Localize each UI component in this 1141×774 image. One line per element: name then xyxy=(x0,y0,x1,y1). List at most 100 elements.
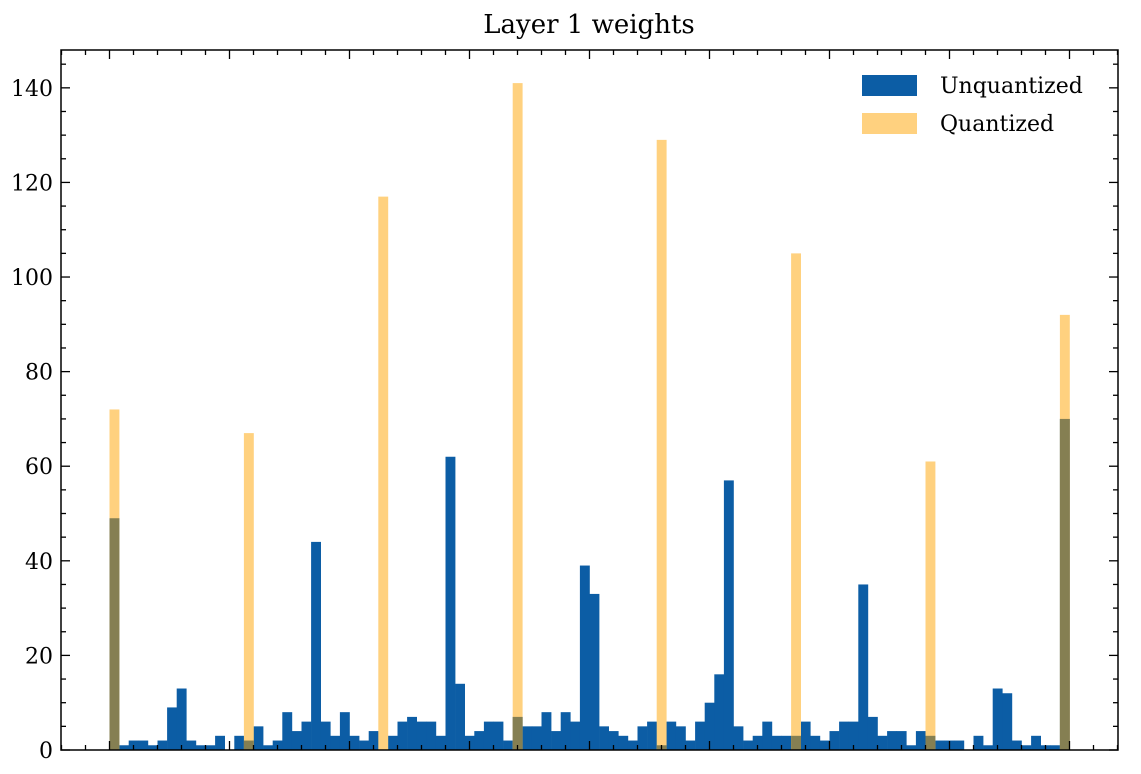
unquantized-bar xyxy=(368,731,379,750)
overlap-bar xyxy=(109,518,120,750)
unquantized-bar xyxy=(579,565,590,750)
legend-swatch-unquantized xyxy=(862,75,917,96)
unquantized-bar xyxy=(435,735,446,750)
unquantized-bar xyxy=(167,707,177,750)
unquantized-bar xyxy=(848,721,859,750)
unquantized-bar xyxy=(359,740,369,750)
unquantized-bar xyxy=(339,712,350,750)
unquantized-bar xyxy=(810,735,821,750)
overlap-bar xyxy=(512,716,523,750)
unquantized-bar xyxy=(119,745,129,750)
y-tick-labels: 0 20 40 60 80 100 120 140 xyxy=(11,77,53,764)
unquantized-bar xyxy=(896,731,907,750)
unquantized-bar xyxy=(1002,693,1013,750)
unquantized-bar xyxy=(608,731,619,750)
unquantized-bar xyxy=(407,716,417,750)
unquantized-bar xyxy=(416,721,427,750)
quantized-bar xyxy=(656,139,667,750)
axes-frame xyxy=(60,49,1119,751)
chart-title: Layer 1 weights xyxy=(483,10,694,40)
unquantized-bar xyxy=(695,721,705,750)
unquantized-bar xyxy=(253,726,264,750)
quantized-bar xyxy=(925,461,936,750)
unquantized-bar xyxy=(320,721,331,750)
unquantized-bar xyxy=(263,745,273,750)
y-tick-label: 140 xyxy=(11,77,53,102)
unquantized-bar xyxy=(935,740,945,750)
unquantized-bar xyxy=(743,740,753,750)
unquantized-bar xyxy=(599,726,609,750)
unquantized-bar xyxy=(541,712,552,750)
unquantized-bar xyxy=(311,541,321,750)
unquantized-bar xyxy=(781,735,792,750)
unquantized-bar xyxy=(195,745,206,750)
unquantized-bar xyxy=(330,735,341,750)
legend: Unquantized Quantized xyxy=(862,74,1083,137)
unquantized-bar xyxy=(1011,740,1022,750)
legend-label-unquantized: Unquantized xyxy=(940,74,1083,99)
unquantized-bar xyxy=(685,740,696,750)
unquantized-bar xyxy=(973,735,984,750)
y-tick-label: 100 xyxy=(11,266,53,291)
unquantized-bar xyxy=(723,480,734,750)
unquantized-bar xyxy=(618,735,629,750)
y-tick-label: 120 xyxy=(11,171,53,196)
unquantized-bar xyxy=(234,735,245,750)
y-tick-label: 0 xyxy=(39,739,53,764)
unquantized-bar xyxy=(637,726,648,750)
unquantized-bar xyxy=(829,731,840,750)
unquantized-bar xyxy=(522,726,533,750)
legend-swatch-quantized xyxy=(862,113,917,134)
unquantized-bar xyxy=(733,726,744,750)
unquantized-bar xyxy=(147,745,158,750)
overlap-bar xyxy=(925,735,936,750)
overlap-bar xyxy=(243,740,254,750)
unquantized-bar xyxy=(138,740,149,750)
unquantized-bar xyxy=(455,683,465,750)
quantized-bar xyxy=(512,83,523,751)
unquantized-bar xyxy=(877,735,888,750)
y-tick-label: 60 xyxy=(25,455,53,480)
unquantized-bar xyxy=(858,584,869,750)
unquantized-bar xyxy=(570,721,581,750)
unquantized-bar xyxy=(704,702,715,750)
unquantized-bar xyxy=(906,745,917,750)
unquantized-bar xyxy=(983,745,993,750)
unquantized-bar xyxy=(1031,735,1041,750)
unquantized-bar xyxy=(426,721,437,750)
unquantized-bar xyxy=(560,712,571,750)
unquantized-bar xyxy=(915,731,926,750)
unquantized-bar xyxy=(503,740,513,750)
unquantized-bar xyxy=(215,735,225,750)
y-tick-label: 40 xyxy=(25,550,53,575)
unquantized-bar xyxy=(627,740,638,750)
unquantized-bar xyxy=(397,721,408,750)
unquantized-bar xyxy=(493,721,504,750)
unquantized-bar xyxy=(205,745,216,750)
unquantized-bar xyxy=(1050,745,1061,750)
unquantized-bar xyxy=(714,674,725,750)
unquantized-bar xyxy=(445,456,456,750)
unquantized-bar xyxy=(752,735,763,750)
unquantized-bar xyxy=(157,740,168,750)
unquantized-bar xyxy=(647,721,657,750)
unquantized-bar xyxy=(800,721,811,750)
unquantized-bar xyxy=(992,688,1003,750)
unquantized-bar xyxy=(531,726,542,750)
unquantized-bar xyxy=(675,726,686,750)
unquantized-bar xyxy=(349,735,360,750)
overlap-bar xyxy=(1059,418,1070,750)
quantized-bar xyxy=(243,433,254,750)
unquantized-bar xyxy=(186,740,197,750)
unquantized-bar xyxy=(762,721,773,750)
unquantized-bar xyxy=(301,721,312,750)
unquantized-bar xyxy=(666,721,677,750)
unquantized-bar xyxy=(483,721,494,750)
unquantized-bar xyxy=(589,593,600,750)
unquantized-bar xyxy=(1021,745,1032,750)
unquantized-bar xyxy=(954,740,965,750)
unquantized-bar xyxy=(771,735,782,750)
legend-label-quantized: Quantized xyxy=(940,112,1054,137)
overlap-bar xyxy=(791,735,801,750)
